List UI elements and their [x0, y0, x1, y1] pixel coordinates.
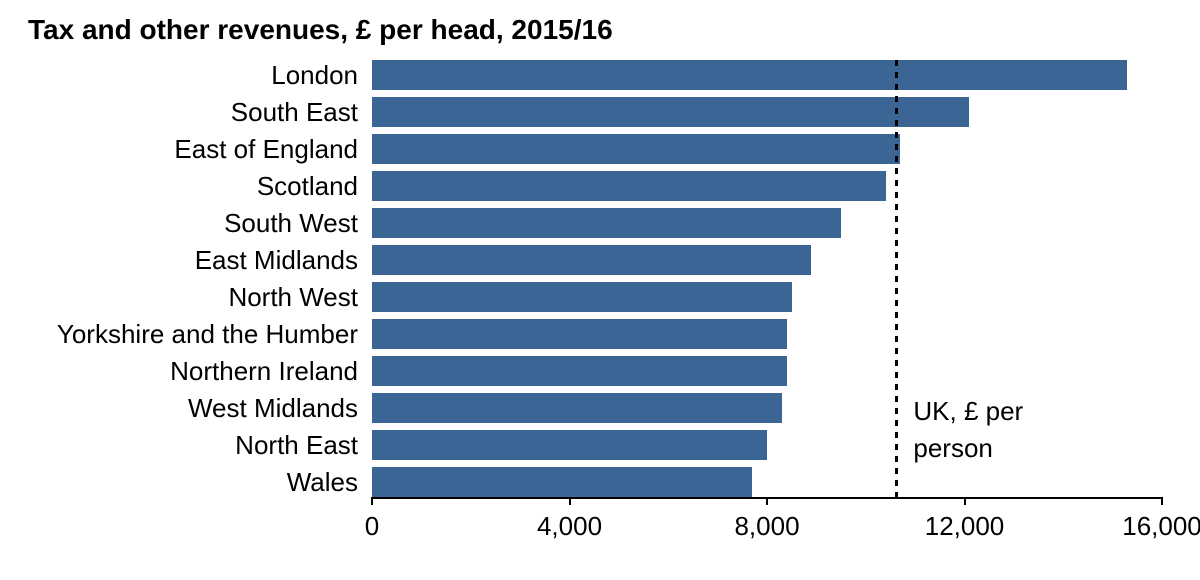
- plot-area: [372, 60, 1162, 504]
- x-axis-tick: [371, 497, 373, 505]
- bar: [372, 467, 752, 497]
- chart-container: Tax and other revenues, £ per head, 2015…: [0, 0, 1200, 580]
- y-axis-label: Yorkshire and the Humber: [57, 319, 358, 350]
- x-axis-tick: [964, 497, 966, 505]
- y-axis-label: South West: [224, 208, 358, 239]
- x-axis-label: 0: [365, 511, 379, 542]
- x-axis-label: 12,000: [925, 511, 1005, 542]
- bar: [372, 319, 787, 349]
- reference-line-label: UK, £ per person: [913, 393, 1023, 467]
- chart-title: Tax and other revenues, £ per head, 2015…: [28, 14, 613, 46]
- x-axis-label: 8,000: [734, 511, 799, 542]
- x-axis-tick: [569, 497, 571, 505]
- x-axis-label: 4,000: [537, 511, 602, 542]
- bar: [372, 393, 782, 423]
- bar: [372, 245, 811, 275]
- y-axis-label: Scotland: [257, 171, 358, 202]
- y-axis-label: London: [271, 60, 358, 91]
- bar: [372, 134, 900, 164]
- x-axis-tick: [1161, 497, 1163, 505]
- y-axis-label: East of England: [174, 134, 358, 165]
- bar: [372, 171, 886, 201]
- bar: [372, 430, 767, 460]
- y-axis-label: East Midlands: [195, 245, 358, 276]
- bar: [372, 282, 792, 312]
- bar: [372, 97, 969, 127]
- y-axis-label: Northern Ireland: [170, 356, 358, 387]
- y-axis-label: North West: [228, 282, 358, 313]
- bar: [372, 356, 787, 386]
- reference-line: [895, 60, 898, 497]
- bar: [372, 60, 1127, 90]
- y-axis-label: West Midlands: [188, 393, 358, 424]
- x-axis-label: 16,000: [1122, 511, 1200, 542]
- y-axis-label: North East: [235, 430, 358, 461]
- x-axis-tick: [766, 497, 768, 505]
- y-axis-label: Wales: [287, 467, 358, 498]
- y-axis-label: South East: [231, 97, 358, 128]
- bar: [372, 208, 841, 238]
